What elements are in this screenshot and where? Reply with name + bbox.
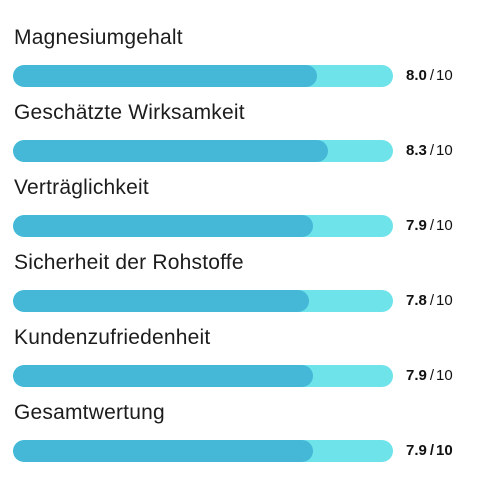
score-value: 8.3 [406, 142, 427, 159]
rating-score: 8.3/10 [406, 140, 453, 162]
score-separator: / [429, 142, 435, 159]
rating-row-rohstoffe: Sicherheit der Rohstoffe 7.8/10 [0, 250, 482, 325]
score-max: 10 [436, 442, 453, 459]
rating-bar [13, 440, 393, 462]
rating-bar [13, 215, 393, 237]
rating-score: 7.9/10 [406, 215, 453, 237]
score-value: 7.9 [406, 367, 427, 384]
score-max: 10 [436, 217, 453, 234]
rating-label: Gesamtwertung [14, 401, 165, 424]
score-value: 7.9 [406, 442, 427, 459]
score-max: 10 [436, 292, 453, 309]
rating-bar-fill [13, 215, 314, 237]
rating-bar-fill [13, 440, 314, 462]
rating-label: Verträglichkeit [14, 176, 149, 199]
rating-bar-fill [13, 290, 310, 312]
rating-bar [13, 290, 393, 312]
rating-bar-fill [13, 140, 329, 162]
rating-row-gesamtwertung: Gesamtwertung 7.9/10 [0, 400, 482, 475]
rating-score: 7.8/10 [406, 290, 453, 312]
rating-score: 7.9/10 [406, 365, 453, 387]
rating-row-vertraeglichkeit: Verträglichkeit 7.9/10 [0, 175, 482, 250]
rating-score: 8.0/10 [406, 65, 453, 87]
score-separator: / [429, 367, 435, 384]
rating-label: Magnesiumgehalt [14, 26, 183, 49]
score-separator: / [429, 217, 435, 234]
score-value: 7.9 [406, 217, 427, 234]
score-separator: / [429, 67, 435, 84]
rating-label: Sicherheit der Rohstoffe [14, 251, 244, 274]
rating-row-magnesiumgehalt: Magnesiumgehalt 8.0/10 [0, 25, 482, 100]
rating-label: Kundenzufriedenheit [14, 326, 211, 349]
rating-bar [13, 140, 393, 162]
rating-row-wirksamkeit: Geschätzte Wirksamkeit 8.3/10 [0, 100, 482, 175]
score-value: 7.8 [406, 292, 427, 309]
rating-score-total: 7.9/10 [406, 440, 453, 462]
rating-label: Geschätzte Wirksamkeit [14, 101, 245, 124]
score-separator: / [429, 442, 435, 459]
score-value: 8.0 [406, 67, 427, 84]
rating-bar-fill [13, 365, 314, 387]
rating-row-kundenzufriedenheit: Kundenzufriedenheit 7.9/10 [0, 325, 482, 400]
score-separator: / [429, 292, 435, 309]
score-max: 10 [436, 67, 453, 84]
score-max: 10 [436, 367, 453, 384]
rating-bar [13, 65, 393, 87]
rating-bar [13, 365, 393, 387]
rating-bar-fill [13, 65, 317, 87]
score-max: 10 [436, 142, 453, 159]
